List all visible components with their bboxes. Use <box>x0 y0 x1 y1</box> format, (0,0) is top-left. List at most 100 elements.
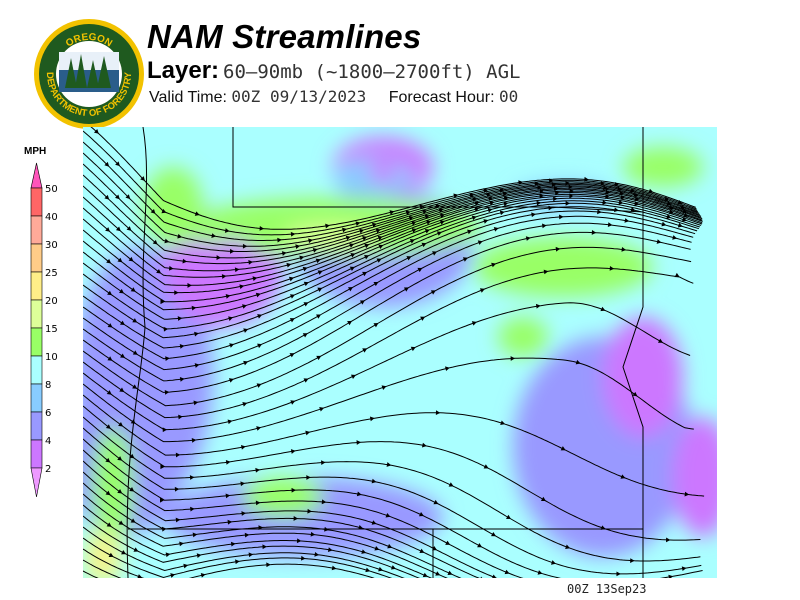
streamline-arrow <box>565 544 571 550</box>
streamline-arrow <box>200 573 206 578</box>
streamline-arrow <box>106 390 112 395</box>
streamline-arrow <box>128 256 134 262</box>
streamline-arrow <box>241 511 246 516</box>
streamline <box>83 222 692 382</box>
streamline-arrow <box>293 516 299 521</box>
streamline-arrow <box>118 288 124 294</box>
streamline-arrow <box>381 385 387 390</box>
streamline-arrow <box>125 194 131 200</box>
streamline-arrow <box>504 569 510 575</box>
streamline-arrow <box>359 228 365 234</box>
streamline <box>83 570 99 578</box>
streamline-arrow <box>310 531 316 537</box>
streamline-arrow <box>681 217 687 222</box>
streamline <box>83 460 498 578</box>
streamline-arrow <box>477 543 483 548</box>
streamline-arrow <box>683 212 689 218</box>
streamline-arrow <box>560 446 566 451</box>
streamline-arrow <box>661 221 667 227</box>
streamline <box>83 504 433 578</box>
colorbar-tick-label: 4 <box>45 436 51 447</box>
streamline-arrow <box>616 571 621 577</box>
streamline-arrow <box>410 346 416 352</box>
streamline <box>83 537 393 578</box>
streamline-arrow <box>290 231 296 237</box>
streamline-arrow <box>531 212 536 218</box>
streamline-arrow <box>315 258 321 264</box>
colorbar-tick-label: 50 <box>45 184 58 195</box>
streamline-arrow <box>597 209 602 215</box>
streamline-arrow <box>565 200 570 206</box>
streamline-arrow <box>255 500 261 506</box>
streamline-arrow <box>242 402 248 407</box>
wind-speed-region <box>243 477 323 517</box>
colorbar-segment <box>30 327 43 357</box>
streamline-arrow <box>487 207 493 213</box>
streamline-arrow <box>483 464 489 469</box>
streamline-arrow <box>359 300 365 305</box>
streamline-arrow <box>356 440 362 445</box>
streamline-arrow <box>435 571 441 576</box>
colorbar-segment <box>30 299 43 329</box>
colorbar-segment <box>30 271 43 301</box>
colorbar-segment <box>30 411 43 441</box>
streamline-arrow <box>194 331 199 337</box>
streamline-arrow <box>229 248 235 254</box>
streamline <box>83 163 700 252</box>
streamline-arrow <box>447 570 453 575</box>
streamline-arrow <box>378 244 384 250</box>
streamline-arrow <box>674 272 680 278</box>
streamline-arrow <box>555 246 561 252</box>
streamline-arrow <box>432 251 438 256</box>
streamline-arrow <box>133 547 139 552</box>
streamline-arrow <box>281 251 287 256</box>
streamline <box>90 127 696 230</box>
streamline-arrow <box>364 243 370 249</box>
streamline-arrow <box>421 242 427 248</box>
streamline <box>83 405 701 541</box>
streamline-arrow <box>187 283 192 288</box>
streamline-arrow <box>303 302 309 307</box>
streamline-arrow <box>471 321 477 326</box>
streamline-arrow <box>378 566 384 572</box>
streamline-arrow <box>228 378 234 383</box>
streamline-arrow <box>243 360 249 366</box>
streamline-arrow <box>115 161 120 167</box>
streamline-arrow <box>119 387 125 392</box>
streamline-arrow <box>248 552 254 558</box>
streamline-arrow <box>286 262 292 268</box>
streamline-arrow <box>403 287 409 292</box>
streamline-arrow <box>362 271 368 277</box>
streamline-arrow <box>257 314 263 319</box>
streamline-arrow <box>317 270 323 275</box>
streamline-arrow <box>424 214 430 220</box>
streamline-arrow <box>291 487 296 493</box>
wind-speed-region <box>673 417 717 537</box>
streamline-arrow <box>175 452 181 458</box>
wind-speed-region <box>143 167 203 247</box>
streamline-arrow <box>179 344 185 349</box>
streamline-arrow <box>305 430 311 436</box>
colorbar-tick-label: 10 <box>45 352 58 363</box>
streamline-arrow <box>290 400 296 405</box>
layer-value: 60–90mb (~1800–2700ft) AGL <box>223 61 521 83</box>
streamline-arrow <box>575 359 581 365</box>
streamline-arrow <box>178 414 183 420</box>
streamline-arrow <box>303 281 309 287</box>
streamline-arrow <box>160 299 165 305</box>
streamline-arrow <box>165 356 170 361</box>
streamline-arrow <box>430 290 436 295</box>
streamline-arrow <box>258 525 263 531</box>
streamline-arrow <box>453 193 459 199</box>
streamline-arrow <box>492 574 497 578</box>
streamline-arrow <box>535 303 541 309</box>
streamline-arrow <box>438 208 444 213</box>
colorbar-segment <box>30 243 43 273</box>
colorbar-top-arrow <box>30 162 43 189</box>
streamline-arrow <box>225 493 231 499</box>
streamline-arrow <box>362 348 368 353</box>
streamline-arrow <box>256 426 262 431</box>
streamline-arrow <box>302 333 308 338</box>
streamline-arrow <box>374 545 380 551</box>
streamline-arrow <box>321 499 327 505</box>
